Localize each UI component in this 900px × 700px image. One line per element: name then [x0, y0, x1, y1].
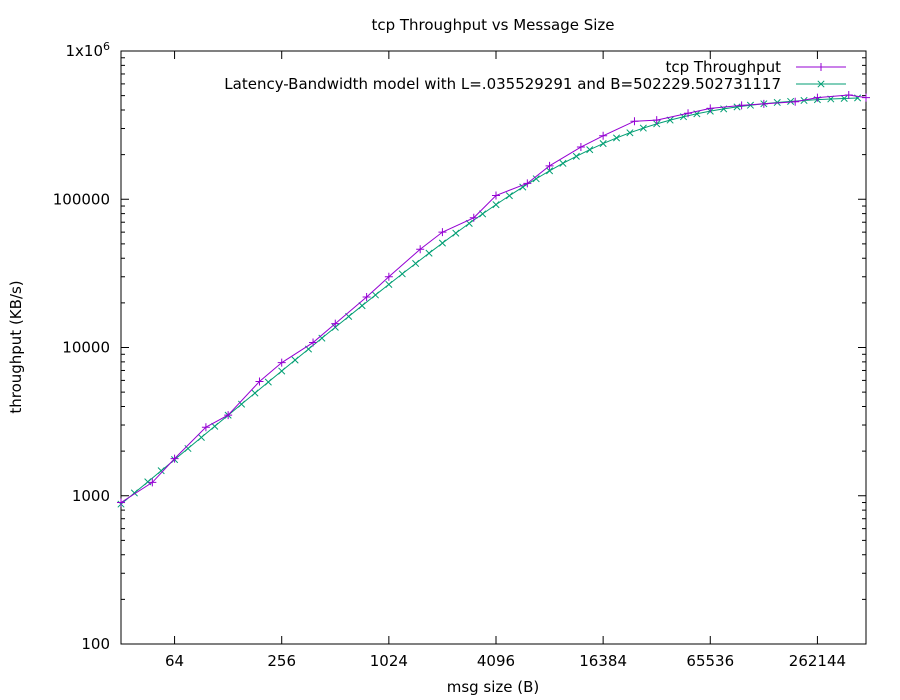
series-model-point — [197, 433, 205, 441]
series-model-point — [264, 378, 272, 386]
series-model-point — [157, 467, 165, 475]
legend-sample-model — [796, 80, 846, 88]
series-tcp-point — [684, 109, 693, 118]
x-tick-label: 256 — [267, 652, 296, 670]
legend-label-tcp: tcp Throughput — [665, 58, 781, 76]
series-tcp-point — [630, 117, 639, 126]
series-model-point — [479, 210, 487, 218]
y-tick-label: 1000 — [72, 487, 110, 505]
series-tcp-point — [277, 358, 286, 367]
series-model-point — [425, 249, 433, 257]
series-tcp-point — [813, 93, 822, 102]
series-model-point — [840, 94, 848, 102]
series-model-point — [626, 129, 634, 137]
series-model-point — [532, 175, 540, 183]
series-model-point — [237, 400, 246, 408]
series-model-point — [358, 302, 366, 310]
series-tcp-point — [862, 93, 870, 102]
series-tcp-point — [331, 319, 340, 328]
series-tcp-point — [201, 423, 210, 432]
series-model-point — [398, 270, 406, 278]
series-model-point — [291, 356, 299, 364]
series-model-point — [492, 201, 500, 209]
axis-ticks — [121, 50, 866, 645]
series-tcp-point — [362, 293, 371, 302]
series-model-line — [120, 97, 858, 505]
series-tcp-point — [469, 213, 478, 222]
series-model-point — [505, 192, 513, 200]
series-model-point — [572, 152, 580, 160]
series-model-point — [251, 389, 259, 397]
series-model-point — [586, 146, 594, 154]
x-tick-label: 65536 — [686, 652, 734, 670]
y-tick-labels: 100 1000 10000 100000 1x106 — [53, 40, 110, 653]
series-model-point — [438, 239, 446, 247]
y-tick-label: 100 — [81, 635, 110, 653]
series-tcp-point — [737, 101, 746, 110]
series-model — [117, 94, 862, 508]
series-tcp-point — [255, 377, 264, 386]
plot-frame — [120, 50, 867, 645]
series-model-point — [211, 422, 219, 430]
series-tcp-point — [416, 245, 425, 254]
series-model-point — [385, 280, 393, 288]
series-tcp-line — [120, 94, 867, 503]
series-model-point — [599, 140, 607, 148]
series-model-point — [519, 183, 527, 191]
series-tcp-point — [759, 99, 768, 108]
series-tcp-point — [523, 179, 532, 188]
series-model-point — [371, 291, 380, 299]
legend: tcp Throughput Latency-Bandwidth model w… — [224, 58, 846, 93]
x-tick-label: 262144 — [789, 652, 846, 670]
x-tick-label: 1024 — [370, 652, 408, 670]
series-tcp-throughput — [117, 90, 870, 507]
series-tcp-point — [438, 228, 447, 237]
x-tick-label: 4096 — [477, 652, 515, 670]
legend-sample-tcp — [796, 63, 846, 71]
series-tcp-point — [148, 478, 157, 487]
series-model-point — [612, 134, 621, 142]
series-model-point — [787, 97, 795, 105]
series-tcp-point — [384, 272, 393, 281]
series-tcp-point — [706, 104, 715, 113]
y-axis-label: throughput (KB/s) — [7, 280, 25, 413]
series-model-point — [639, 124, 647, 132]
series-model-point — [733, 103, 741, 111]
series-tcp-point — [170, 454, 179, 463]
legend-marker-tcp — [817, 63, 825, 71]
series-tcp-point — [491, 191, 500, 200]
series-tcp-point — [652, 116, 661, 125]
y-tick-label: 10000 — [62, 339, 110, 357]
x-axis-label: msg size (B) — [447, 678, 540, 696]
y-tick-label: 100000 — [53, 190, 110, 208]
chart-title: tcp Throughput vs Message Size — [371, 16, 614, 34]
series-model-point — [412, 259, 420, 268]
series-tcp-point — [117, 498, 125, 507]
series-model-point — [452, 229, 460, 237]
series-tcp-point — [309, 338, 318, 347]
series-tcp-point — [791, 97, 800, 106]
x-tick-label: 16384 — [579, 652, 627, 670]
x-tick-labels: 64 256 1024 4096 16384 65536 262144 — [165, 652, 846, 670]
series-model-point — [546, 167, 554, 175]
legend-label-model: Latency-Bandwidth model with L=.03552929… — [224, 75, 781, 93]
y-tick-label: 1x106 — [65, 40, 110, 60]
series-tcp-point — [545, 161, 554, 170]
series-tcp-point — [844, 90, 853, 99]
series-tcp-point — [599, 131, 608, 140]
series-model-point — [278, 367, 286, 375]
series-model-point — [559, 159, 567, 167]
series-tcp-point — [224, 411, 233, 420]
series-model-point — [184, 444, 192, 453]
series-model-point — [318, 334, 326, 342]
x-tick-label: 64 — [165, 652, 184, 670]
series-tcp-point — [576, 143, 585, 152]
legend-marker-model — [817, 80, 825, 88]
